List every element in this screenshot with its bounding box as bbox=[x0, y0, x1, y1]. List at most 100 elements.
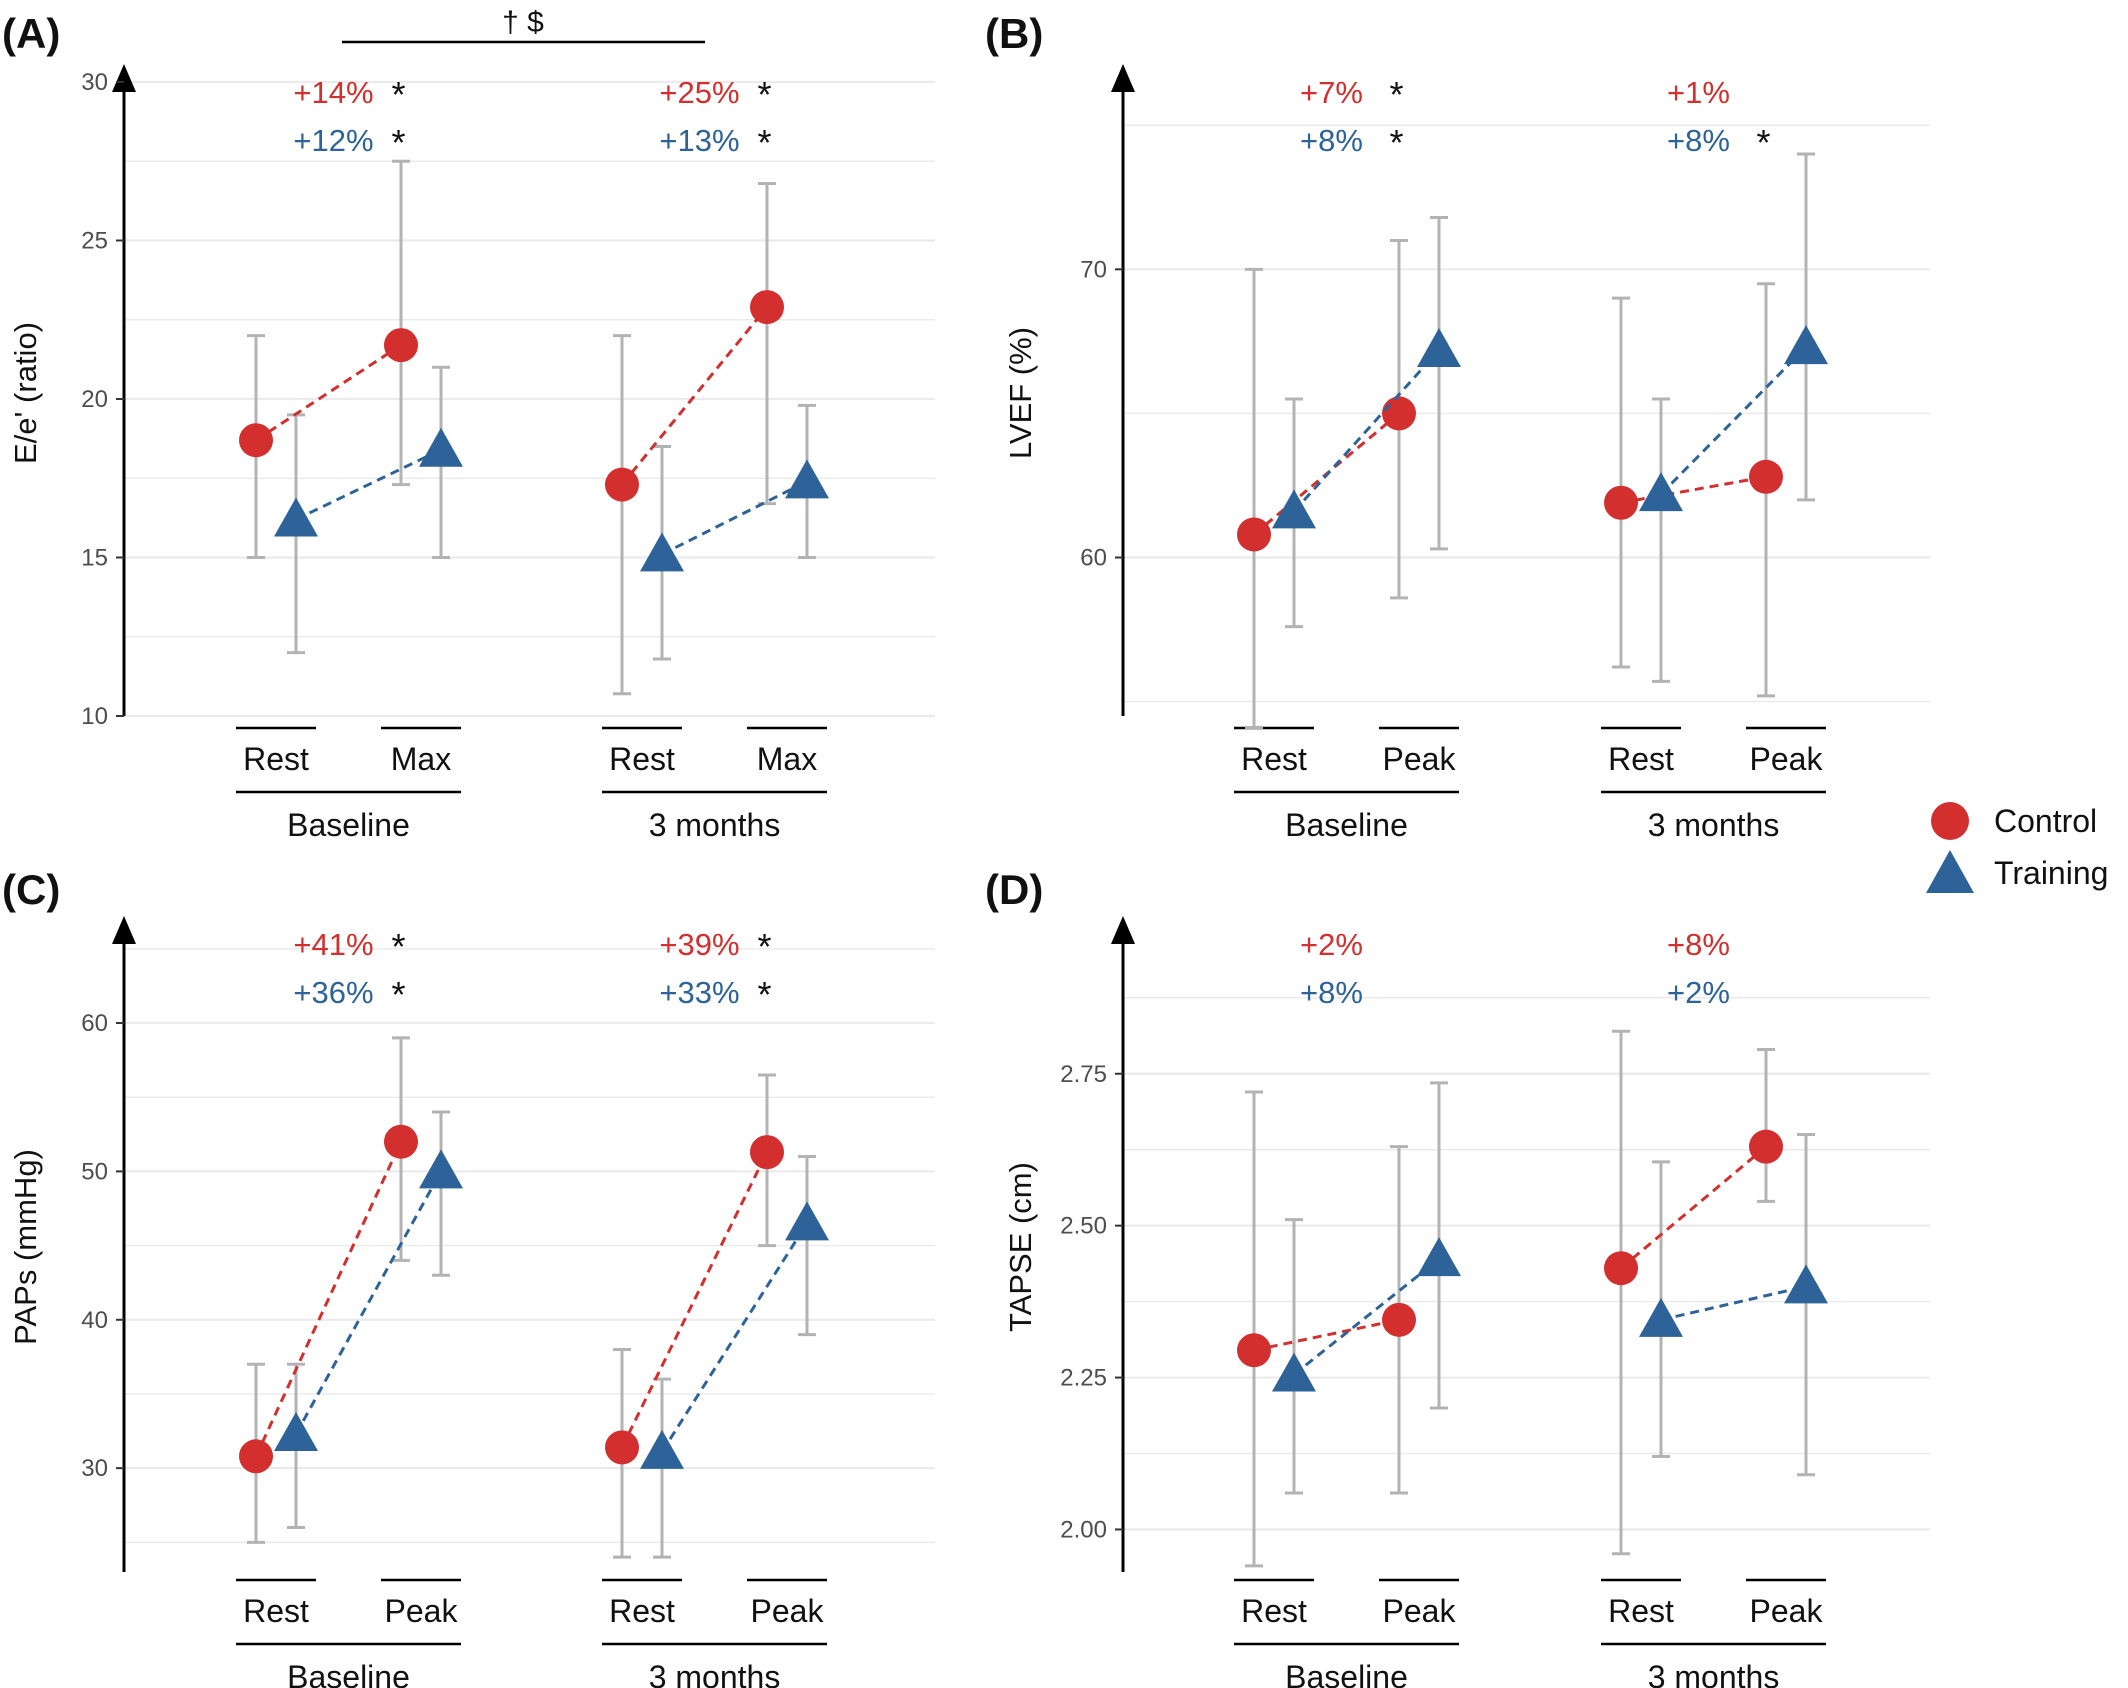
data-point-training bbox=[640, 1429, 684, 1469]
training-change-label: +8% bbox=[1300, 975, 1363, 1010]
connector-line bbox=[295, 448, 442, 521]
panel-d: 2.00 2.25 2.50 2.75 TAPSE (cm) (D) Rest Peak Bas… bbox=[985, 866, 1930, 1688]
significance-star: * bbox=[1757, 122, 1771, 163]
legend: Control Training bbox=[1926, 802, 2108, 893]
panel-b: 60 70 LVEF (%) (B) Rest Peak Baseline Rest Peak 3… bbox=[985, 10, 1930, 843]
control-change-label: +1% bbox=[1667, 75, 1730, 110]
category-label: Peak bbox=[751, 1593, 825, 1629]
data-point-training bbox=[1639, 1297, 1683, 1337]
group-label: Baseline bbox=[287, 1659, 410, 1688]
category-label: Peak bbox=[1750, 1593, 1824, 1629]
category-label: Rest bbox=[609, 741, 675, 777]
data-point-control bbox=[384, 1124, 418, 1159]
connector-line bbox=[1292, 349, 1441, 513]
connector-line bbox=[620, 306, 769, 486]
connector-line bbox=[1620, 475, 1767, 505]
data-point-training bbox=[785, 459, 829, 499]
series-control-marks bbox=[1237, 1129, 1783, 1368]
category-label: Max bbox=[757, 741, 817, 777]
legend-training-marker bbox=[1926, 850, 1974, 893]
data-point-training bbox=[274, 497, 318, 537]
y-tick-label: 60 bbox=[1080, 545, 1107, 572]
connector-line bbox=[1293, 1257, 1440, 1376]
grid bbox=[1123, 124, 1930, 703]
training-change-label: +13% bbox=[659, 123, 739, 158]
category-label: Rest bbox=[1608, 741, 1674, 777]
data-point-training bbox=[419, 427, 463, 467]
connector-line bbox=[1620, 1145, 1767, 1270]
panel-a: 10 15 20 25 30 E/e' (ratio) (A) Rest Max Baseline… bbox=[2, 6, 935, 843]
y-tick-label: 60 bbox=[81, 1010, 108, 1037]
control-change-label: +41% bbox=[293, 927, 373, 962]
category-label: Peak bbox=[1750, 741, 1824, 777]
grid bbox=[124, 80, 935, 718]
group-label: Baseline bbox=[1285, 807, 1408, 843]
control-change-label: +2% bbox=[1300, 927, 1363, 962]
control-change-label: +14% bbox=[293, 75, 373, 110]
data-point-control bbox=[1604, 485, 1638, 520]
y-tick-label: 2.00 bbox=[1060, 1516, 1107, 1543]
legend-label: Control bbox=[1994, 803, 2097, 839]
data-point-training bbox=[1639, 472, 1683, 512]
data-point-training bbox=[785, 1201, 829, 1241]
series-training-marks bbox=[1272, 1237, 1828, 1392]
training-change-label: +33% bbox=[659, 975, 739, 1010]
y-tick-label: 40 bbox=[81, 1307, 108, 1334]
connector-line bbox=[1659, 346, 1808, 496]
category-label: Peak bbox=[1383, 1593, 1457, 1629]
significance-star: * bbox=[758, 74, 772, 115]
panel-label: (B) bbox=[985, 10, 1043, 57]
connector-line bbox=[254, 1141, 403, 1457]
data-point-control bbox=[605, 1430, 639, 1465]
y-tick-label: 10 bbox=[81, 703, 108, 730]
y-tick-label: 50 bbox=[81, 1158, 108, 1185]
y-axis-arrow bbox=[112, 916, 136, 944]
category-label: Rest bbox=[243, 741, 309, 777]
y-tick-label: 30 bbox=[81, 69, 108, 96]
y-tick-label: 2.50 bbox=[1060, 1213, 1107, 1240]
series-control bbox=[1245, 1029, 1775, 1568]
significance-star: * bbox=[392, 122, 406, 163]
y-axis-arrow bbox=[1111, 916, 1135, 944]
significance-star: * bbox=[1390, 122, 1404, 163]
series-control-marks bbox=[239, 1124, 784, 1474]
series-training-marks bbox=[274, 427, 829, 572]
significance-star: * bbox=[758, 926, 772, 967]
category-label: Rest bbox=[609, 1593, 675, 1629]
category-label: Rest bbox=[1608, 1593, 1674, 1629]
series-control bbox=[1245, 239, 1775, 730]
data-point-training bbox=[1784, 325, 1828, 365]
significance-star: * bbox=[758, 122, 772, 163]
data-point-training bbox=[274, 1412, 318, 1452]
data-point-control bbox=[1382, 1302, 1416, 1337]
series-training-marks bbox=[274, 1149, 829, 1469]
series-training-marks bbox=[1272, 325, 1828, 529]
panel-label: (C) bbox=[2, 866, 60, 913]
category-label: Rest bbox=[1241, 741, 1307, 777]
y-tick-label: 2.75 bbox=[1060, 1061, 1107, 1088]
connector-line bbox=[660, 1222, 809, 1453]
connector-line bbox=[620, 1151, 769, 1449]
connector-line bbox=[1660, 1284, 1807, 1322]
data-point-control bbox=[239, 1439, 273, 1474]
data-point-control bbox=[1237, 1333, 1271, 1368]
training-change-label: +2% bbox=[1667, 975, 1730, 1010]
significance-star: * bbox=[392, 74, 406, 115]
category-label: Max bbox=[391, 741, 451, 777]
significance-star: * bbox=[758, 974, 772, 1015]
y-axis-arrow bbox=[1111, 64, 1135, 92]
y-tick-label: 15 bbox=[81, 545, 108, 572]
connector-line bbox=[661, 480, 808, 556]
panel-label: (D) bbox=[985, 866, 1043, 913]
training-change-label: +8% bbox=[1300, 123, 1363, 158]
control-change-label: +8% bbox=[1667, 927, 1730, 962]
training-change-label: +8% bbox=[1667, 123, 1730, 158]
control-change-label: +39% bbox=[659, 927, 739, 962]
connector-line bbox=[1253, 1318, 1400, 1352]
category-label: Rest bbox=[243, 1593, 309, 1629]
category-label: Peak bbox=[385, 1593, 459, 1629]
data-point-training bbox=[1417, 328, 1461, 368]
data-point-training bbox=[1272, 489, 1316, 529]
group-label: 3 months bbox=[1648, 807, 1780, 843]
training-change-label: +36% bbox=[293, 975, 373, 1010]
